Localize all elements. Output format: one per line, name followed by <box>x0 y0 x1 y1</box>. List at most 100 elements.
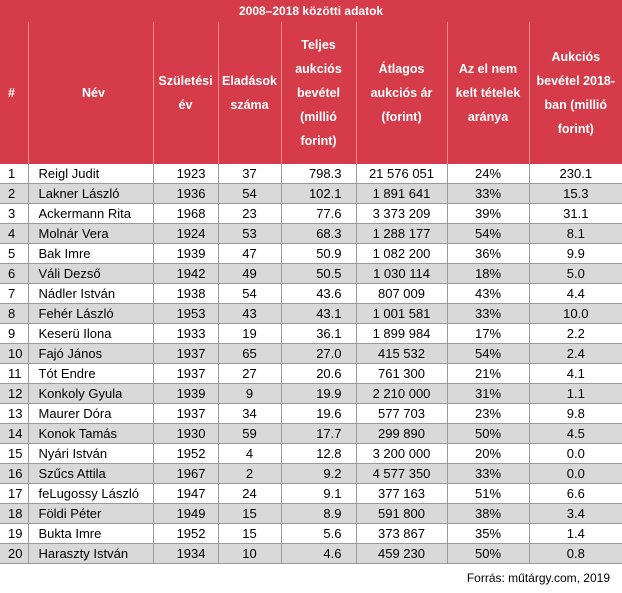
sales-count: 43 <box>218 303 282 324</box>
revenue-2018: 0.8 <box>529 543 622 564</box>
artist-name: Váli Dezső <box>28 263 154 284</box>
unsold-ratio: 51% <box>447 483 530 504</box>
average-price: 1 899 984 <box>356 323 448 344</box>
row-number: 15 <box>0 443 29 464</box>
table-row: 6 Váli Dezső 1942 49 50.5 1 030 114 18% 5.0 <box>0 263 622 284</box>
birth-year: 1924 <box>153 223 219 244</box>
birth-year: 1949 <box>153 503 219 524</box>
birth-year: 1942 <box>153 263 219 284</box>
row-number: 13 <box>0 403 29 424</box>
birth-year: 1923 <box>153 164 219 184</box>
birth-year: 1947 <box>153 483 219 504</box>
table-row: 10 Fajó János 1937 65 27.0 415 532 54% 2.4 <box>0 343 622 364</box>
birth-year: 1938 <box>153 283 219 304</box>
total-revenue: 77.6 <box>281 203 357 224</box>
sales-count: 49 <box>218 263 282 284</box>
revenue-2018: 9.8 <box>529 403 622 424</box>
birth-year: 1937 <box>153 343 219 364</box>
sales-count: 37 <box>218 164 282 184</box>
row-number: 7 <box>0 283 29 304</box>
sales-count: 15 <box>218 503 282 524</box>
birth-year: 1936 <box>153 183 219 204</box>
average-price: 21 576 051 <box>356 164 448 184</box>
artist-auction-table: 2008–2018 közötti adatok # Név Születési é… <box>0 0 622 564</box>
total-revenue: 12.8 <box>281 443 357 464</box>
table-row: 4 Molnár Vera 1924 53 68.3 1 288 177 54% 8.1 <box>0 223 622 244</box>
artist-name: Nyári István <box>28 443 154 464</box>
birth-year: 1939 <box>153 243 219 264</box>
col-header-revenue-2018: Aukciós bevétel 2018-ban (millió forint) <box>529 22 622 164</box>
artist-name: Földi Péter <box>28 503 154 524</box>
revenue-2018: 15.3 <box>529 183 622 204</box>
artist-name: Lakner László <box>28 183 154 204</box>
col-header-birth-year: Születési év <box>153 22 219 164</box>
sales-count: 34 <box>218 403 282 424</box>
source-note: Forrás: műtárgy.com, 2019 <box>466 571 610 585</box>
revenue-2018: 3.4 <box>529 503 622 524</box>
row-number: 4 <box>0 223 29 244</box>
birth-year: 1953 <box>153 303 219 324</box>
artist-name: Ackermann Rita <box>28 203 154 224</box>
average-price: 591 800 <box>356 503 448 524</box>
artist-name: Bukta Imre <box>28 523 154 544</box>
average-price: 415 532 <box>356 343 448 364</box>
average-price: 761 300 <box>356 363 448 384</box>
table-row: 1 Reigl Judit 1923 37 798.3 21 576 051 24% 230.… <box>0 164 622 184</box>
table-super-header: 2008–2018 közötti adatok <box>0 0 622 22</box>
unsold-ratio: 33% <box>447 463 530 484</box>
sales-count: 54 <box>218 283 282 304</box>
sales-count: 19 <box>218 323 282 344</box>
table-row: 8 Fehér László 1953 43 43.1 1 001 581 33% 10.0 <box>0 303 622 324</box>
sales-count: 59 <box>218 423 282 444</box>
unsold-ratio: 33% <box>447 183 530 204</box>
total-revenue: 20.6 <box>281 363 357 384</box>
sales-count: 4 <box>218 443 282 464</box>
birth-year: 1930 <box>153 423 219 444</box>
row-number: 3 <box>0 203 29 224</box>
revenue-2018: 2.4 <box>529 343 622 364</box>
average-price: 807 009 <box>356 283 448 304</box>
revenue-2018: 31.1 <box>529 203 622 224</box>
row-number: 17 <box>0 483 29 504</box>
table-row: 17 feLugossy László 1947 24 9.1 377 163 51% 6.6 <box>0 483 622 504</box>
unsold-ratio: 23% <box>447 403 530 424</box>
row-number: 20 <box>0 543 29 564</box>
unsold-ratio: 24% <box>447 164 530 184</box>
sales-count: 23 <box>218 203 282 224</box>
average-price: 1 082 200 <box>356 243 448 264</box>
artist-name: feLugossy László <box>28 483 154 504</box>
artist-name: Reigl Judit <box>28 164 154 184</box>
sales-count: 27 <box>218 363 282 384</box>
birth-year: 1933 <box>153 323 219 344</box>
column-header-row: # Név Születési év Eladások száma Teljes auk… <box>0 22 622 164</box>
revenue-2018: 5.0 <box>529 263 622 284</box>
unsold-ratio: 33% <box>447 303 530 324</box>
revenue-2018: 6.6 <box>529 483 622 504</box>
sales-count: 24 <box>218 483 282 504</box>
revenue-2018: 2.2 <box>529 323 622 344</box>
table-row: 12 Konkoly Gyula 1939 9 19.9 2 210 000 31% 1.1 <box>0 383 622 404</box>
sales-count: 10 <box>218 543 282 564</box>
total-revenue: 50.9 <box>281 243 357 264</box>
total-revenue: 19.9 <box>281 383 357 404</box>
table-row: 9 Keserü Ilona 1933 19 36.1 1 899 984 17% 2.2 <box>0 323 622 344</box>
row-number: 6 <box>0 263 29 284</box>
total-revenue: 17.7 <box>281 423 357 444</box>
table-row: 16 Szűcs Attila 1967 2 9.2 4 577 350 33% 0.0 <box>0 463 622 484</box>
birth-year: 1937 <box>153 363 219 384</box>
average-price: 1 001 581 <box>356 303 448 324</box>
average-price: 3 373 209 <box>356 203 448 224</box>
unsold-ratio: 21% <box>447 363 530 384</box>
average-price: 1 288 177 <box>356 223 448 244</box>
artist-name: Keserü Ilona <box>28 323 154 344</box>
unsold-ratio: 17% <box>447 323 530 344</box>
row-number: 9 <box>0 323 29 344</box>
artist-name: Fajó János <box>28 343 154 364</box>
average-price: 1 030 114 <box>356 263 448 284</box>
unsold-ratio: 18% <box>447 263 530 284</box>
birth-year: 1967 <box>153 463 219 484</box>
unsold-ratio: 20% <box>447 443 530 464</box>
average-price: 377 163 <box>356 483 448 504</box>
artist-name: Maurer Dóra <box>28 403 154 424</box>
artist-name: Molnár Vera <box>28 223 154 244</box>
